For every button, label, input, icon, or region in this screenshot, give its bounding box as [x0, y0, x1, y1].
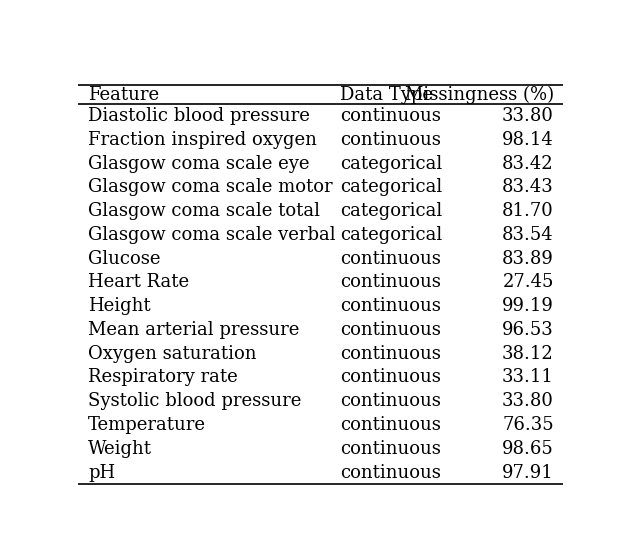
Text: 33.11: 33.11	[502, 368, 553, 387]
Text: Weight: Weight	[88, 440, 152, 458]
Text: 76.35: 76.35	[502, 416, 553, 434]
Text: pH: pH	[88, 464, 115, 482]
Text: Diastolic blood pressure: Diastolic blood pressure	[88, 107, 310, 125]
Text: Glasgow coma scale verbal: Glasgow coma scale verbal	[88, 226, 336, 244]
Text: continuous: continuous	[341, 392, 441, 410]
Text: 83.54: 83.54	[502, 226, 553, 244]
Text: Oxygen saturation: Oxygen saturation	[88, 345, 257, 362]
Text: 98.14: 98.14	[502, 131, 553, 149]
Text: Glasgow coma scale total: Glasgow coma scale total	[88, 202, 320, 220]
Text: Glucose: Glucose	[88, 250, 160, 268]
Text: Fraction inspired oxygen: Fraction inspired oxygen	[88, 131, 317, 149]
Text: continuous: continuous	[341, 321, 441, 339]
Text: 96.53: 96.53	[502, 321, 553, 339]
Text: categorical: categorical	[341, 226, 443, 244]
Text: Feature: Feature	[88, 86, 159, 103]
Text: 83.89: 83.89	[502, 250, 553, 268]
Text: continuous: continuous	[341, 440, 441, 458]
Text: categorical: categorical	[341, 155, 443, 173]
Text: Glasgow coma scale eye: Glasgow coma scale eye	[88, 155, 309, 173]
Text: Temperature: Temperature	[88, 416, 206, 434]
Text: continuous: continuous	[341, 131, 441, 149]
Text: continuous: continuous	[341, 368, 441, 387]
Text: 98.65: 98.65	[502, 440, 553, 458]
Text: 81.70: 81.70	[502, 202, 553, 220]
Text: continuous: continuous	[341, 273, 441, 292]
Text: 33.80: 33.80	[502, 107, 553, 125]
Text: Glasgow coma scale motor: Glasgow coma scale motor	[88, 178, 332, 196]
Text: 83.42: 83.42	[502, 155, 553, 173]
Text: continuous: continuous	[341, 297, 441, 315]
Text: 33.80: 33.80	[502, 392, 553, 410]
Text: Systolic blood pressure: Systolic blood pressure	[88, 392, 301, 410]
Text: 99.19: 99.19	[502, 297, 553, 315]
Text: 83.43: 83.43	[502, 178, 553, 196]
Text: Height: Height	[88, 297, 151, 315]
Text: continuous: continuous	[341, 416, 441, 434]
Text: continuous: continuous	[341, 464, 441, 482]
Text: 97.91: 97.91	[502, 464, 553, 482]
Text: continuous: continuous	[341, 250, 441, 268]
Text: Heart Rate: Heart Rate	[88, 273, 189, 292]
Text: 27.45: 27.45	[502, 273, 553, 292]
Text: 38.12: 38.12	[502, 345, 553, 362]
Text: continuous: continuous	[341, 345, 441, 362]
Text: categorical: categorical	[341, 202, 443, 220]
Text: Data Type: Data Type	[341, 86, 433, 103]
Text: Missingness (%): Missingness (%)	[404, 85, 553, 104]
Text: categorical: categorical	[341, 178, 443, 196]
Text: Mean arterial pressure: Mean arterial pressure	[88, 321, 299, 339]
Text: continuous: continuous	[341, 107, 441, 125]
Text: Respiratory rate: Respiratory rate	[88, 368, 238, 387]
